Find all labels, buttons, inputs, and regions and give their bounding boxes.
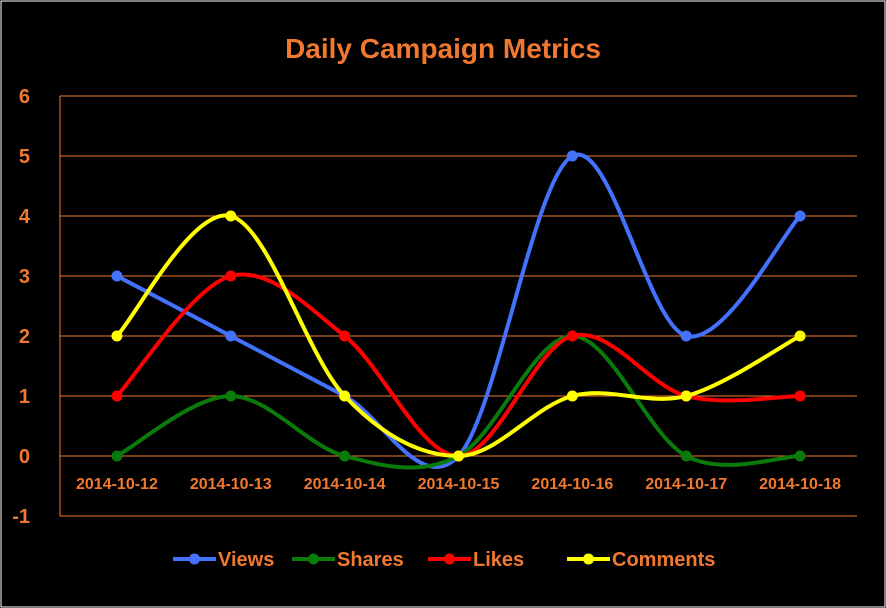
data-point-comments bbox=[225, 210, 237, 222]
data-point-views bbox=[566, 150, 578, 162]
legend-item-shares: Shares bbox=[292, 549, 404, 571]
data-point-likes bbox=[566, 330, 578, 342]
data-point-likes bbox=[339, 330, 351, 342]
x-tick-label: 2014-10-14 bbox=[304, 476, 386, 493]
data-point-comments bbox=[111, 330, 123, 342]
data-point-comments bbox=[566, 390, 578, 402]
data-point-views bbox=[680, 330, 692, 342]
data-point-views bbox=[225, 330, 237, 342]
data-point-likes bbox=[225, 270, 237, 282]
data-point-shares bbox=[339, 450, 351, 462]
x-axis-ticks: 2014-10-12 2014-10-13 2014-10-14 2014-10-15… bbox=[76, 476, 841, 493]
y-tick-label: 5 bbox=[19, 146, 30, 168]
legend-marker bbox=[308, 553, 319, 565]
data-point-comments bbox=[680, 390, 692, 402]
data-point-views bbox=[794, 210, 806, 222]
legend-item-comments: Comments bbox=[567, 549, 715, 571]
y-tick-label: 4 bbox=[19, 206, 31, 228]
x-tick-label: 2014-10-15 bbox=[418, 476, 500, 493]
data-point-comments bbox=[794, 330, 806, 342]
legend-marker bbox=[583, 553, 594, 565]
legend-item-likes: Likes bbox=[428, 549, 524, 571]
y-tick-label: 0 bbox=[19, 446, 30, 468]
x-tick-label: 2014-10-17 bbox=[645, 476, 727, 493]
data-point-likes bbox=[111, 390, 123, 402]
legend-marker bbox=[189, 553, 200, 565]
gridlines bbox=[59, 95, 857, 517]
data-point-shares bbox=[794, 450, 806, 462]
legend-label: Views bbox=[218, 549, 274, 571]
data-point-comments bbox=[453, 450, 464, 462]
legend-marker bbox=[444, 553, 455, 565]
x-tick-label: 2014-10-16 bbox=[531, 476, 613, 493]
y-axis-ticks: -1 0 1 2 3 4 5 6 bbox=[12, 86, 31, 528]
x-tick-label: 2014-10-18 bbox=[759, 476, 841, 493]
series-lines bbox=[111, 150, 806, 470]
y-tick-label: 3 bbox=[19, 266, 30, 288]
legend-label: Comments bbox=[612, 549, 715, 571]
legend-label: Likes bbox=[473, 549, 524, 571]
data-point-shares bbox=[225, 390, 237, 402]
legend-label: Shares bbox=[337, 549, 404, 571]
data-point-shares bbox=[680, 450, 692, 462]
data-point-likes bbox=[794, 390, 806, 402]
legend-item-views: Views bbox=[173, 549, 274, 571]
y-tick-label: 2 bbox=[19, 326, 30, 348]
data-point-views bbox=[111, 270, 123, 282]
data-point-comments bbox=[339, 390, 351, 402]
data-point-shares bbox=[111, 450, 123, 462]
y-tick-label: 1 bbox=[19, 386, 30, 408]
x-tick-label: 2014-10-13 bbox=[190, 476, 272, 493]
y-tick-label: -1 bbox=[12, 506, 30, 528]
x-tick-label: 2014-10-12 bbox=[76, 476, 158, 493]
legend: Views Shares Likes Comments bbox=[173, 549, 715, 571]
chart-title: Daily Campaign Metrics bbox=[285, 33, 601, 64]
y-tick-label: 6 bbox=[19, 86, 30, 108]
